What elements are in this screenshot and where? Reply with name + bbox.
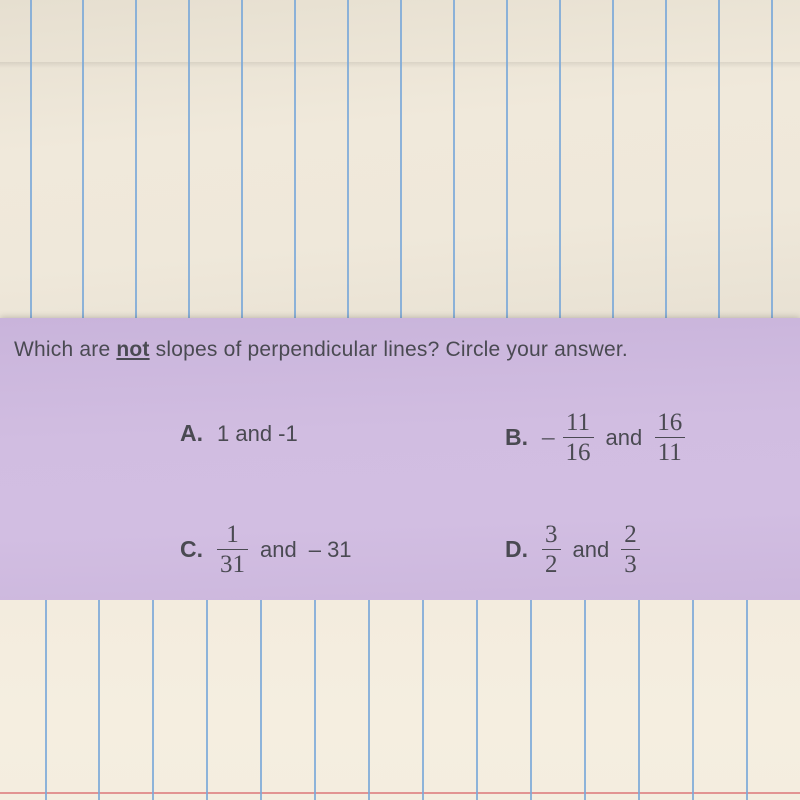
ruled-line <box>135 0 137 318</box>
option-b-math: – 11 16 and 16 11 <box>542 410 685 465</box>
ruled-line <box>314 600 316 800</box>
ruled-line <box>422 600 424 800</box>
option-d-math: 3 2 and 2 3 <box>542 522 640 577</box>
option-a[interactable]: A. 1 and -1 <box>180 420 298 447</box>
option-d[interactable]: D. 3 2 and 2 3 <box>505 522 640 577</box>
ruled-line <box>476 600 478 800</box>
ruled-line <box>294 0 296 318</box>
ruled-line <box>559 0 561 318</box>
ruled-line <box>746 600 748 800</box>
ruled-line <box>692 600 694 800</box>
question-underlined-word: not <box>116 338 149 361</box>
ruled-line <box>584 600 586 800</box>
option-d-frac2: 2 3 <box>621 522 640 577</box>
ruled-line <box>82 0 84 318</box>
option-a-text: 1 and -1 <box>217 421 298 447</box>
option-b-frac1: 11 16 <box>563 410 594 465</box>
question-text: Which are not slopes of perpendicular li… <box>14 338 628 362</box>
ruled-line <box>638 600 640 800</box>
ruled-line <box>771 0 773 318</box>
ruled-line <box>347 0 349 318</box>
ruled-line <box>506 0 508 318</box>
ruled-line <box>612 0 614 318</box>
notebook-paper-bottom <box>0 600 800 800</box>
ruled-line <box>188 0 190 318</box>
option-d-frac1: 3 2 <box>542 522 561 577</box>
paper-red-margin-line <box>0 792 800 794</box>
notebook-paper-top <box>0 0 800 318</box>
option-a-letter: A. <box>180 420 203 447</box>
ruled-line <box>206 600 208 800</box>
options-area: A. 1 and -1 B. – 11 16 and 16 11 C. <box>0 402 800 600</box>
problem-strip: Which are not slopes of perpendicular li… <box>0 318 800 600</box>
option-b[interactable]: B. – 11 16 and 16 11 <box>505 410 685 465</box>
option-b-minus: – <box>542 424 555 452</box>
option-b-frac2: 16 11 <box>654 410 685 465</box>
option-c-letter: C. <box>180 536 203 563</box>
ruled-line <box>453 0 455 318</box>
ruled-line <box>45 600 47 800</box>
ruled-line <box>665 0 667 318</box>
ruled-line <box>718 0 720 318</box>
ruled-line <box>98 600 100 800</box>
ruled-line <box>260 600 262 800</box>
option-b-and: and <box>606 425 643 451</box>
ruled-line <box>530 600 532 800</box>
option-c-math: 1 31 and – 31 <box>217 522 352 577</box>
option-d-and: and <box>573 537 610 563</box>
option-c-and: and <box>260 537 297 563</box>
option-c-frac1: 1 31 <box>217 522 248 577</box>
option-c-tail: – 31 <box>309 537 352 563</box>
ruled-line <box>400 0 402 318</box>
question-post: slopes of perpendicular lines? Circle yo… <box>150 338 628 361</box>
ruled-line <box>30 0 32 318</box>
option-d-letter: D. <box>505 536 528 563</box>
option-c[interactable]: C. 1 31 and – 31 <box>180 522 352 577</box>
ruled-line <box>152 600 154 800</box>
ruled-line <box>368 600 370 800</box>
question-pre: Which are <box>14 338 116 361</box>
ruled-line <box>241 0 243 318</box>
option-b-letter: B. <box>505 424 528 451</box>
